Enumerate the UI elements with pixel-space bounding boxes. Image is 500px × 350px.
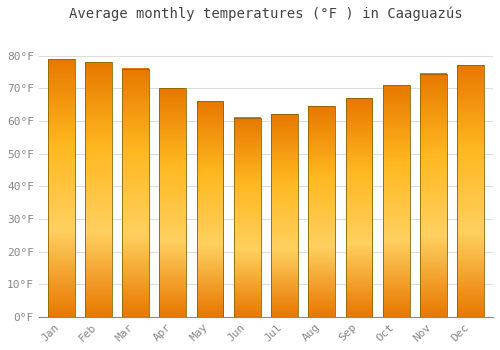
Bar (346, 98, 372, 317)
Bar (160, 88, 186, 317)
Bar (48, 59, 74, 317)
Bar (308, 106, 335, 317)
Bar (85, 62, 112, 317)
Bar (196, 102, 224, 317)
Bar (420, 74, 447, 317)
Bar (458, 65, 484, 317)
Bar (122, 69, 149, 317)
Bar (383, 85, 409, 317)
Bar (271, 114, 298, 317)
Title: Average monthly temperatures (°F ) in Caaguazús: Average monthly temperatures (°F ) in Ca… (69, 7, 462, 21)
Bar (234, 118, 260, 317)
